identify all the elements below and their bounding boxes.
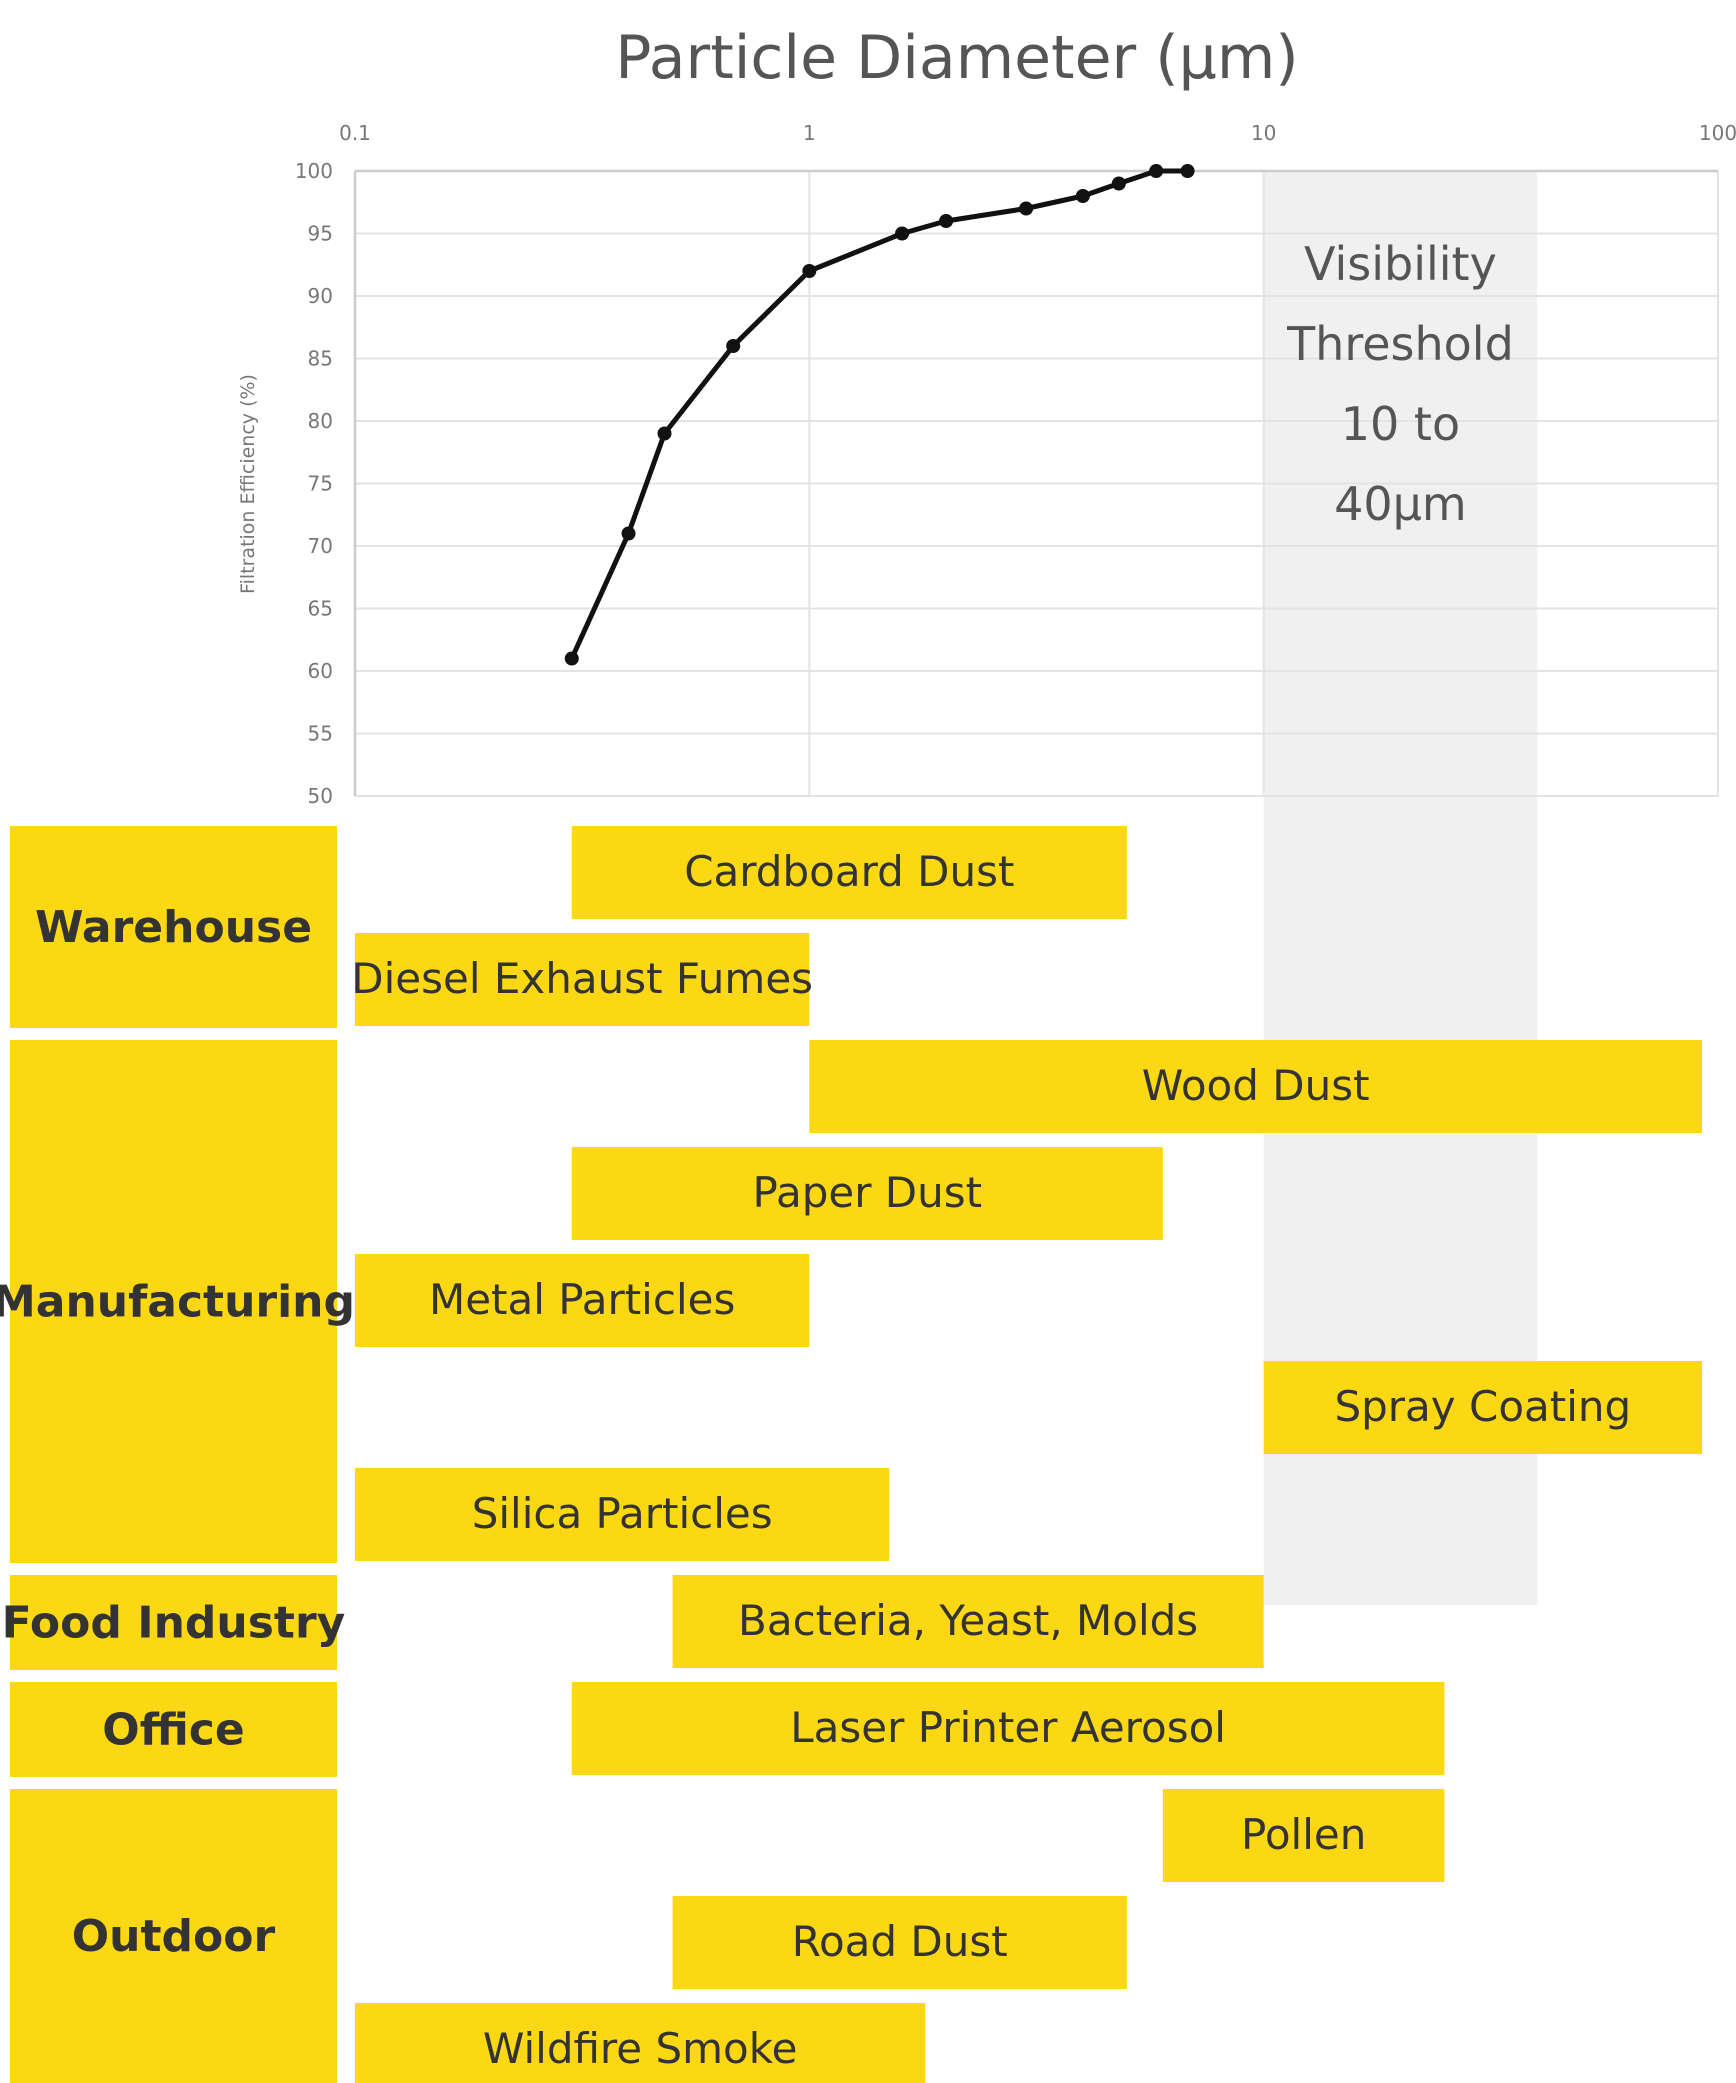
range-bar: [1162, 1789, 1445, 1882]
range-label: Silica Particles: [472, 1489, 773, 1538]
range-bar: [672, 1575, 1264, 1668]
range-label: Road Dust: [792, 1917, 1008, 1966]
range-bar: [1263, 1361, 1702, 1454]
data-point: [657, 426, 672, 441]
data-point: [1180, 164, 1195, 178]
range-bar: [571, 1147, 1163, 1240]
x-tick-label: 0.1: [339, 121, 371, 145]
y-tick-label: 95: [308, 222, 333, 246]
range-bar: [571, 1682, 1445, 1775]
range-label: Spray Coating: [1334, 1382, 1631, 1431]
range-bar: [809, 1040, 1702, 1133]
bar-layer: Warehouse Manufacturing Food Industry Offic…: [0, 826, 1702, 2083]
data-point: [1149, 164, 1164, 178]
category-box: [10, 1575, 337, 1670]
data-point: [802, 264, 817, 278]
category-label: Office: [102, 1705, 244, 1756]
category-label: Warehouse: [35, 902, 312, 953]
band-label-line: Threshold: [1286, 317, 1514, 371]
range-bar: [355, 2003, 926, 2083]
efficiency-line: [569, 168, 1188, 660]
category-box: [10, 1682, 337, 1777]
y-tick-label: 65: [308, 597, 333, 621]
range-bar: [355, 1254, 810, 1347]
data-point: [1111, 176, 1126, 191]
range-bar: [355, 933, 810, 1026]
data-point: [1019, 201, 1034, 216]
range-label: Paper Dust: [753, 1168, 983, 1217]
y-tick-label: 75: [308, 472, 333, 496]
x-tick-label: 10: [1251, 121, 1276, 145]
x-tick-label: 100: [1699, 121, 1736, 145]
range-label: Diesel Exhaust Fumes: [351, 954, 813, 1003]
y-tick-label: 85: [308, 347, 333, 371]
range-label: Wildfire Smoke: [483, 2024, 798, 2073]
range-bar: [672, 1896, 1127, 1989]
grid-layer: 100 95 90 85 80 75 70 65 60 55 50 0.1 1 10 100: [295, 121, 1736, 808]
range-label: Metal Particles: [429, 1275, 735, 1324]
y-axis-label: Filtration Efficiency (%): [237, 374, 259, 594]
range-label: Cardboard Dust: [684, 847, 1014, 896]
category-label: Outdoor: [72, 1911, 276, 1962]
line-layer: [564, 164, 1195, 666]
y-tick-label: 100: [295, 159, 333, 183]
data-point: [621, 526, 636, 541]
band-text-layer: Visibility Threshold 10 to 40μm: [1286, 237, 1514, 531]
data-point: [726, 339, 741, 353]
band-label-line: Visibility: [1304, 237, 1497, 291]
x-tick-label: 1: [803, 121, 816, 145]
category-box: [10, 1789, 337, 2083]
data-point: [895, 226, 910, 241]
data-point: [1075, 189, 1090, 203]
y-tick-label: 70: [308, 534, 333, 558]
range-label: Laser Printer Aerosol: [790, 1703, 1226, 1752]
range-bar: [571, 826, 1127, 919]
band-label-line: 40μm: [1334, 477, 1467, 531]
y-tick-label: 50: [308, 784, 333, 808]
category-box: [10, 1040, 337, 1563]
data-point: [564, 651, 579, 666]
category-label: Food Industry: [2, 1598, 346, 1649]
band-label-line: 10 to: [1341, 397, 1460, 451]
range-label: Wood Dust: [1142, 1061, 1370, 1110]
y-tick-label: 90: [308, 284, 333, 308]
category-label: Manufacturing: [0, 1277, 355, 1328]
y-tick-label: 60: [308, 659, 333, 683]
y-tick-label: 55: [308, 722, 333, 746]
range-bar: [355, 1468, 890, 1561]
data-point: [939, 214, 954, 228]
range-label: Bacteria, Yeast, Molds: [738, 1596, 1198, 1645]
range-label: Pollen: [1241, 1810, 1366, 1859]
category-box: [10, 826, 337, 1028]
chart-title: Particle Diameter (μm): [615, 23, 1298, 93]
y-tick-label: 80: [308, 409, 333, 433]
